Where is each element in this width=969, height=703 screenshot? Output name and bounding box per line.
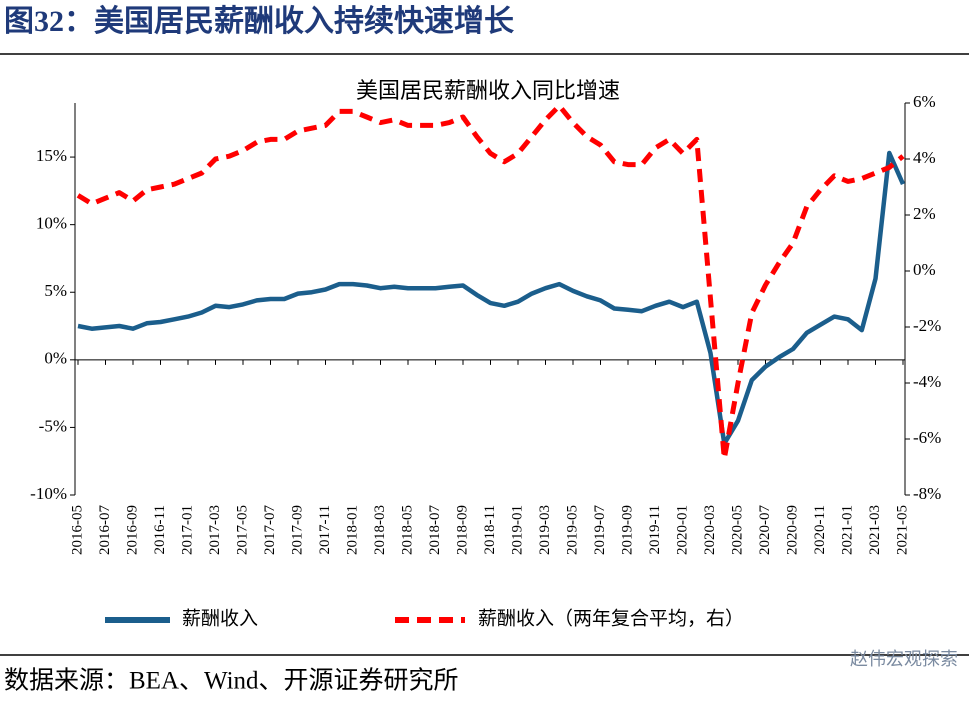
- y-tick-label: -5%: [39, 416, 67, 435]
- x-tick-label: 2017-01: [179, 505, 195, 555]
- y2-tick-label: 0%: [913, 260, 936, 279]
- figure-title: 图32：美国居民薪酬收入持续快速增长: [4, 4, 514, 38]
- y2-tick-label: -4%: [913, 372, 941, 391]
- x-tick-label: 2017-05: [234, 505, 250, 555]
- x-tick-label: 2021-05: [894, 505, 910, 555]
- y-tick-label: 0%: [44, 349, 67, 368]
- x-tick-label: 2020-11: [812, 505, 828, 554]
- x-tick-label: 2019-07: [592, 505, 608, 555]
- y-tick-label: 15%: [36, 146, 67, 165]
- y2-tick-label: -6%: [913, 428, 941, 447]
- x-tick-label: 2018-11: [482, 505, 498, 554]
- x-tick-label: 2016-11: [152, 505, 168, 554]
- legend-label: 薪酬收入（两年复合平均，右）: [478, 607, 744, 629]
- source: 数据来源：BEA、Wind、开源证券研究所: [4, 667, 459, 695]
- y2-tick-label: 2%: [913, 204, 936, 223]
- x-tick-label: 2018-01: [344, 505, 360, 555]
- x-tick-label: 2019-03: [537, 505, 553, 555]
- x-tick-label: 2017-07: [262, 505, 278, 555]
- x-tick-label: 2018-05: [399, 505, 415, 555]
- x-tick-label: 2021-01: [839, 505, 855, 555]
- x-tick-label: 2016-07: [97, 505, 113, 555]
- x-tick-label: 2016-05: [69, 505, 85, 555]
- x-tick-label: 2018-07: [427, 505, 443, 555]
- x-tick-label: 2020-09: [784, 505, 800, 555]
- y-tick-label: 5%: [44, 281, 67, 300]
- x-tick-label: 2018-03: [372, 505, 388, 555]
- y2-tick-label: -2%: [913, 316, 941, 335]
- x-tick-label: 2019-01: [509, 505, 525, 555]
- x-tick-label: 2021-03: [867, 505, 883, 555]
- series-line: [77, 150, 906, 446]
- x-tick-label: 2018-09: [454, 505, 470, 555]
- y-tick-label: -10%: [30, 484, 67, 503]
- x-tick-label: 2019-05: [564, 505, 580, 555]
- x-tick-label: 2019-09: [619, 505, 635, 555]
- y2-tick-label: 4%: [913, 148, 936, 167]
- x-tick-label: 2019-11: [647, 505, 663, 554]
- x-tick-label: 2020-01: [674, 505, 690, 555]
- legend-label: 薪酬收入: [182, 607, 258, 629]
- x-tick-label: 2017-03: [207, 505, 223, 555]
- x-tick-label: 2020-05: [729, 505, 745, 555]
- x-tick-label: 2020-07: [757, 505, 773, 555]
- x-tick-label: 2016-09: [124, 505, 140, 555]
- chart-title: 美国居民薪酬收入同比增速: [356, 78, 620, 103]
- x-tick-label: 2020-03: [702, 505, 718, 555]
- series-line: [76, 103, 905, 462]
- watermark: 赵伟宏观探索: [850, 649, 958, 670]
- y2-tick-label: -8%: [913, 484, 941, 503]
- y2-tick-label: 6%: [913, 92, 936, 111]
- x-tick-label: 2017-09: [289, 505, 305, 555]
- x-tick-label: 2017-11: [317, 505, 333, 554]
- y-tick-label: 10%: [36, 214, 67, 233]
